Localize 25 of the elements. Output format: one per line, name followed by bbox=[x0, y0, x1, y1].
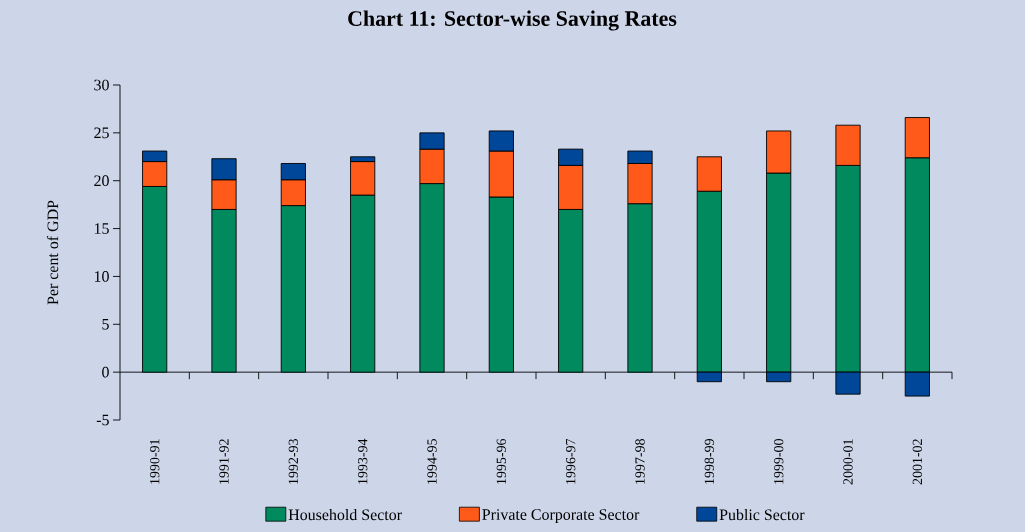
x-tick-label: 1994-95 bbox=[427, 439, 437, 484]
x-tick-label: 1999-00 bbox=[773, 439, 784, 484]
y-tick-label: 20 bbox=[94, 175, 109, 187]
y-tick-label: 15 bbox=[94, 223, 109, 234]
chart-title: Chart 11: Sector-wise Saving Rates bbox=[348, 10, 677, 31]
legend-label: Household Sector bbox=[288, 508, 402, 521]
x-tick-label: 1996-97 bbox=[565, 438, 576, 484]
y-tick-label: 25 bbox=[94, 127, 109, 139]
x-tick-label: 1993-94 bbox=[357, 438, 368, 484]
y-tick-label: -5 bbox=[96, 414, 109, 426]
x-tick-label: 1997-98 bbox=[635, 439, 645, 484]
x-tick-label: 1990-91 bbox=[149, 439, 160, 484]
x-tick-label: 1995-96 bbox=[496, 438, 507, 484]
x-tick-label: 1992-93 bbox=[288, 439, 299, 484]
y-tick-label: 5 bbox=[102, 318, 109, 330]
x-tick-label: 1991-92 bbox=[219, 439, 229, 484]
y-tick-label: 30 bbox=[94, 79, 109, 91]
legend-label: Public Sector bbox=[719, 508, 805, 521]
x-tick-label: 1998-99 bbox=[704, 439, 715, 484]
legend-label: Private Corporate Sector bbox=[482, 509, 640, 524]
y-tick-label: 10 bbox=[94, 271, 109, 282]
y-axis-title: Per cent of GDP bbox=[46, 200, 59, 305]
x-tick-label: 2001-02 bbox=[912, 439, 923, 485]
x-tick-label: 2000-01 bbox=[843, 439, 853, 485]
y-tick-label: 0 bbox=[102, 366, 109, 378]
